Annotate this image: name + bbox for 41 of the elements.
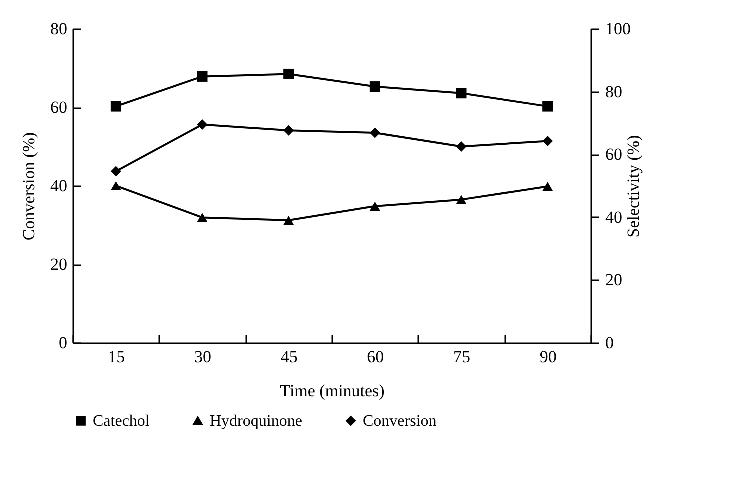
point	[197, 71, 208, 82]
point	[284, 68, 294, 80]
point	[456, 142, 467, 152]
point	[456, 195, 467, 204]
y2-axis-title: Selectivity (%)	[624, 135, 643, 238]
y2-tick-label: 60	[606, 145, 622, 164]
y-tick-label: 60	[50, 98, 68, 117]
point	[284, 216, 294, 226]
point	[370, 202, 380, 211]
y2-tick-label: 40	[606, 208, 622, 227]
point	[110, 101, 122, 112]
point	[370, 82, 380, 92]
y2-tick-label: 20	[606, 270, 622, 290]
y-tick-label: 80	[50, 20, 68, 38]
point	[284, 125, 294, 136]
y-tick-label: 20	[50, 255, 68, 274]
legend-label: Conversion	[363, 413, 437, 430]
point	[542, 101, 554, 112]
x-axis-title: Time (minutes)	[280, 382, 385, 400]
x-tick-label: 30	[194, 348, 212, 366]
point	[110, 166, 122, 177]
point	[197, 120, 208, 130]
point	[542, 136, 554, 146]
x-tick-label: 15	[108, 348, 126, 366]
y-tick-label: 40	[50, 176, 68, 196]
legend-label: Hydroquinone	[210, 413, 302, 430]
legend-label: Catechol	[93, 413, 150, 430]
point	[370, 128, 380, 138]
y-tick-label: 0	[59, 334, 68, 352]
x-tick-label: 60	[367, 348, 384, 366]
x-tick-label: 75	[454, 348, 470, 366]
x-tick-label: 45	[280, 348, 298, 366]
y2-tick-label: 100	[606, 20, 631, 38]
point	[456, 88, 467, 99]
y-axis-title: Conversion (%)	[20, 132, 38, 241]
point	[110, 181, 122, 191]
point	[197, 213, 208, 222]
point	[542, 182, 554, 192]
y2-tick-label: 80	[606, 82, 622, 102]
x-tick-label: 90	[540, 348, 557, 366]
y2-tick-label: 0	[606, 334, 614, 352]
